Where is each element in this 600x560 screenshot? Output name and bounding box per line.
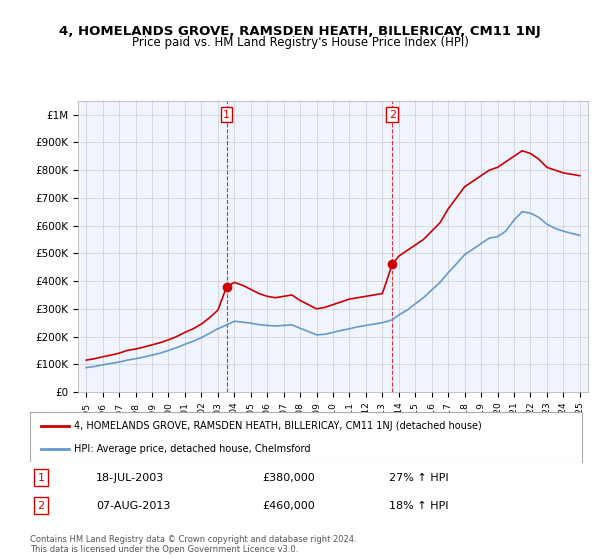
Text: £460,000: £460,000	[262, 501, 314, 511]
Text: 1: 1	[38, 473, 44, 483]
Text: 1: 1	[223, 110, 230, 119]
Text: 27% ↑ HPI: 27% ↑ HPI	[389, 473, 448, 483]
Text: 4, HOMELANDS GROVE, RAMSDEN HEATH, BILLERICAY, CM11 1NJ: 4, HOMELANDS GROVE, RAMSDEN HEATH, BILLE…	[59, 25, 541, 38]
Text: 2: 2	[37, 501, 44, 511]
Text: HPI: Average price, detached house, Chelmsford: HPI: Average price, detached house, Chel…	[74, 445, 311, 454]
Text: 07-AUG-2013: 07-AUG-2013	[96, 501, 170, 511]
Text: Price paid vs. HM Land Registry's House Price Index (HPI): Price paid vs. HM Land Registry's House …	[131, 36, 469, 49]
Text: £380,000: £380,000	[262, 473, 314, 483]
Text: 2: 2	[389, 110, 396, 119]
Text: Contains HM Land Registry data © Crown copyright and database right 2024.
This d: Contains HM Land Registry data © Crown c…	[30, 535, 356, 554]
Text: 4, HOMELANDS GROVE, RAMSDEN HEATH, BILLERICAY, CM11 1NJ (detached house): 4, HOMELANDS GROVE, RAMSDEN HEATH, BILLE…	[74, 421, 482, 431]
Text: 18-JUL-2003: 18-JUL-2003	[96, 473, 164, 483]
Text: 18% ↑ HPI: 18% ↑ HPI	[389, 501, 448, 511]
